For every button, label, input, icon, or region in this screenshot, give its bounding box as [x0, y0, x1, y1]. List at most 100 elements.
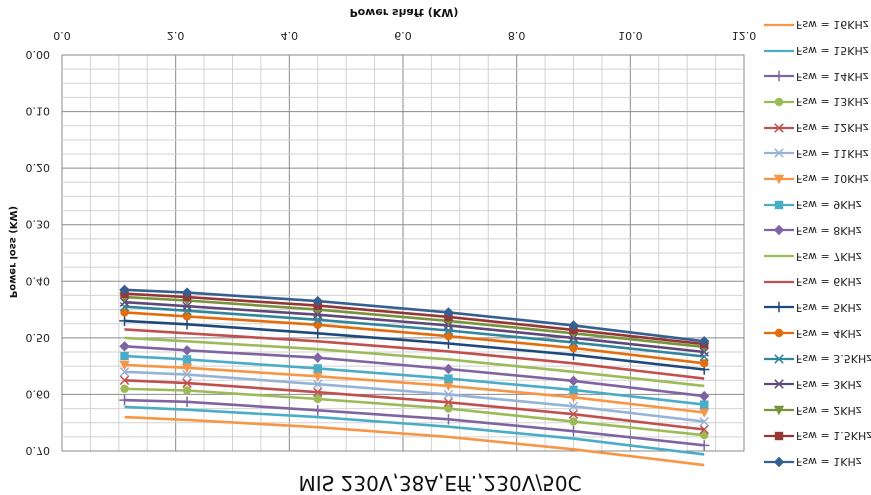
data-point [700, 400, 709, 409]
data-point [699, 424, 709, 435]
legend-swatch [764, 71, 794, 82]
y-tick-label: 0.50 [26, 331, 51, 344]
data-point [182, 378, 192, 388]
series-line [124, 405, 705, 456]
data-point [181, 396, 193, 407]
grid-layer [61, 54, 745, 452]
data-point [774, 97, 784, 107]
legend-label: Fsw = 4KHz [796, 326, 862, 340]
legend-label: Fsw = 3.5KHz [796, 352, 871, 366]
data-point [568, 401, 579, 412]
series-line [124, 336, 705, 388]
legend-item: Fsw = 2KHz [762, 397, 867, 423]
data-point [313, 394, 322, 404]
legend-swatch [764, 328, 794, 338]
x-tick-label: 10.0 [618, 29, 643, 42]
data-point [568, 426, 579, 437]
series-layer [119, 284, 710, 467]
data-point [773, 174, 785, 185]
data-point [444, 404, 453, 413]
data-point [568, 375, 579, 387]
data-point [569, 417, 578, 426]
data-point [569, 343, 578, 353]
data-point [700, 359, 709, 368]
legend-label: Fsw = 13KHz [796, 95, 869, 109]
y-tick-label: 0.10 [26, 105, 51, 118]
data-point [568, 320, 579, 331]
legend-swatch [764, 354, 794, 364]
data-point [568, 337, 579, 348]
legend-swatch [764, 122, 794, 133]
legend-swatch [764, 97, 794, 107]
data-point [443, 381, 454, 392]
data-point [700, 430, 709, 440]
legend-label: Fsw = 5KHz [796, 300, 862, 314]
data-point [699, 440, 710, 451]
series-line [124, 300, 705, 354]
data-point [774, 379, 784, 390]
data-point [182, 369, 192, 380]
series-line [124, 363, 705, 414]
legend-item: Fsw = 1KHz [762, 449, 867, 475]
data-point [774, 122, 784, 133]
legend-swatch [764, 302, 794, 313]
legend-swatch [764, 280, 794, 283]
series-line [124, 345, 705, 398]
legend-swatch [764, 23, 794, 26]
data-point [774, 148, 784, 159]
legend-item: Fsw = 14KHz [762, 63, 869, 89]
legend-label: Fsw = 1KHz [796, 455, 862, 469]
data-point [773, 405, 785, 416]
legend-swatch [764, 431, 794, 441]
data-point [119, 315, 130, 327]
data-point [444, 374, 453, 383]
legend-item: Fsw = 5KHz [762, 295, 867, 321]
data-point [443, 363, 454, 375]
series-line [124, 305, 705, 358]
legend-item: Fsw = 1.5KHz [762, 423, 871, 449]
legend-swatch [764, 254, 794, 258]
legend-swatch [764, 200, 794, 209]
x-tick-label: 4.0 [281, 29, 299, 42]
legend-label: Fsw = 12KHz [796, 121, 869, 135]
series-line [124, 370, 705, 423]
legend-swatch [764, 225, 794, 236]
data-point [182, 355, 192, 364]
x-tick-label: 12.0 [732, 29, 757, 42]
data-point [699, 408, 710, 418]
legend-label: Fsw = 1.5KHz [796, 429, 871, 443]
series-line [124, 387, 705, 437]
legend-item: Fsw = 8KHz [762, 218, 867, 244]
legend-label: Fsw = 14KHz [796, 69, 869, 83]
data-point [313, 387, 323, 397]
data-point [312, 372, 323, 382]
legend-item: Fsw = 6KHz [762, 269, 867, 295]
axis-layer: 0.0 2.0 4.0 6.0 8.0 10.0 12.0 0.00 0.10 0.20 0.30 0… [26, 29, 757, 457]
data-point [119, 375, 130, 386]
series-group [119, 375, 709, 435]
data-point [443, 307, 454, 318]
series-line [124, 319, 705, 371]
x-tick-label: 6.0 [394, 29, 412, 42]
data-point [773, 71, 785, 82]
data-point [444, 331, 453, 341]
data-point [182, 305, 192, 316]
data-point [120, 351, 129, 361]
x-axis-title: Power shaft (KW) [350, 6, 459, 19]
series-group [119, 367, 709, 427]
legend-label: Fsw = 3KHz [796, 377, 862, 391]
data-point [443, 414, 454, 425]
legend-label: Fsw = 6KHz [796, 275, 862, 289]
series-group [120, 384, 709, 440]
series-group [120, 308, 709, 368]
legend-item: Fsw = 7KHz [762, 243, 867, 269]
data-point [181, 345, 193, 356]
y-axis-title: Power loss (KW) [7, 206, 18, 298]
chart-title: MIS 230V,38A,Eff.,230V/50C [298, 471, 581, 495]
legend-label: Fsw = 16KHz [796, 18, 869, 32]
legend-item: Fsw = 9KHz [762, 192, 867, 218]
series-group [119, 341, 710, 402]
data-point [699, 336, 710, 347]
